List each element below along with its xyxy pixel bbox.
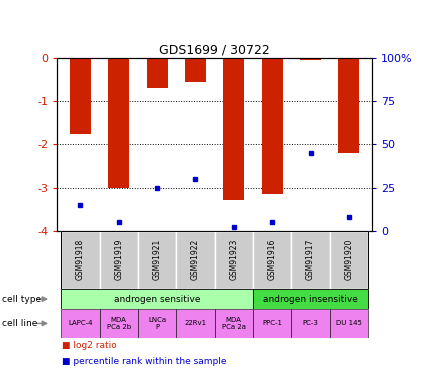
Text: GSM91923: GSM91923: [230, 239, 238, 280]
Bar: [185, 58, 206, 82]
Bar: [61, 309, 99, 338]
Bar: [99, 309, 138, 338]
Text: androgen insensitive: androgen insensitive: [263, 295, 358, 304]
Bar: [291, 231, 330, 289]
Bar: [99, 231, 138, 289]
Text: LNCa
P: LNCa P: [148, 317, 166, 330]
Bar: [253, 231, 291, 289]
Text: GSM91917: GSM91917: [306, 239, 315, 280]
Bar: [138, 231, 176, 289]
Text: ■ log2 ratio: ■ log2 ratio: [62, 341, 116, 350]
Text: ■ percentile rank within the sample: ■ percentile rank within the sample: [62, 357, 226, 366]
Text: GSM91920: GSM91920: [344, 239, 353, 280]
Text: androgen sensitive: androgen sensitive: [114, 295, 200, 304]
Bar: [61, 231, 99, 289]
Bar: [61, 289, 253, 309]
Text: PC-3: PC-3: [303, 320, 318, 326]
Bar: [253, 289, 368, 309]
Bar: [147, 58, 167, 88]
Text: MDA
PCa 2a: MDA PCa 2a: [222, 317, 246, 330]
Text: GSM91922: GSM91922: [191, 239, 200, 280]
Bar: [291, 309, 330, 338]
Bar: [215, 309, 253, 338]
Text: cell line: cell line: [2, 319, 37, 328]
Text: GSM91918: GSM91918: [76, 239, 85, 280]
Bar: [338, 58, 360, 153]
Text: MDA
PCa 2b: MDA PCa 2b: [107, 317, 131, 330]
Text: GSM91916: GSM91916: [268, 239, 277, 280]
Text: cell type: cell type: [2, 295, 41, 304]
Text: DU 145: DU 145: [336, 320, 362, 326]
Bar: [330, 231, 368, 289]
Bar: [176, 231, 215, 289]
Text: GSM91921: GSM91921: [153, 239, 162, 280]
Bar: [300, 58, 321, 60]
Text: PPC-1: PPC-1: [262, 320, 282, 326]
Bar: [253, 309, 291, 338]
Text: LAPC-4: LAPC-4: [68, 320, 93, 326]
Text: GSM91919: GSM91919: [114, 239, 123, 280]
Title: GDS1699 / 30722: GDS1699 / 30722: [159, 44, 270, 57]
Bar: [70, 58, 91, 134]
Bar: [138, 309, 176, 338]
Bar: [108, 58, 129, 188]
Text: 22Rv1: 22Rv1: [184, 320, 207, 326]
Bar: [223, 58, 244, 200]
Bar: [215, 231, 253, 289]
Bar: [330, 309, 368, 338]
Bar: [176, 309, 215, 338]
Bar: [262, 58, 283, 194]
